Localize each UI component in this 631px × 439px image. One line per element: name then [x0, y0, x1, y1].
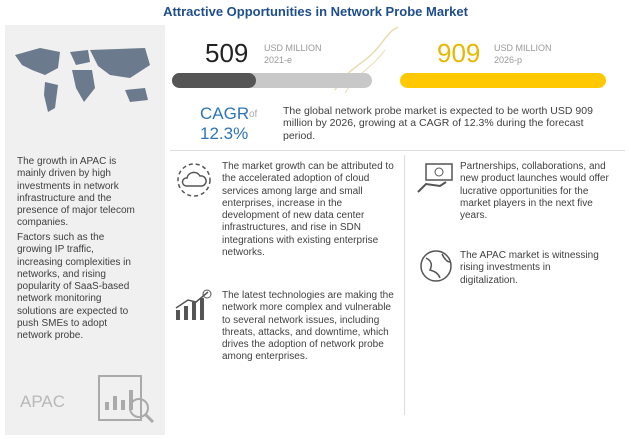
cloud-icon: [177, 163, 211, 197]
cagr-value: 12.3%: [200, 124, 249, 143]
metric-unit: USD MILLION: [494, 43, 552, 53]
insight-text: The market growth can be attributed to t…: [222, 161, 394, 259]
world-map: [15, 48, 150, 112]
divider: [170, 150, 625, 151]
insight-text: Partnerships, collaborations, and new pr…: [460, 161, 609, 222]
money-icon: [417, 163, 453, 193]
insight-text: The latest technologies are making the n…: [222, 290, 394, 363]
globe-icon: [420, 250, 452, 282]
analytics-icon: [98, 375, 155, 424]
summary: The global network probe market is expec…: [283, 105, 593, 142]
title: Attractive Opportunities in Network Prob…: [163, 4, 468, 19]
metric-value: 509: [205, 38, 249, 68]
metric-year: 2026-p: [494, 55, 523, 65]
sidebar-text: The growth in APAC is mainly driven by h…: [17, 156, 135, 229]
cagr-connector: of: [249, 109, 258, 120]
growth-icon: [175, 289, 212, 320]
divider: [404, 155, 405, 415]
metric-year: 2021-e: [264, 55, 293, 65]
metric-unit: USD MILLION: [264, 43, 322, 53]
region-label: APAC: [20, 392, 66, 411]
insight-text: The APAC market is witnessing rising inv…: [460, 250, 599, 286]
bar: [172, 73, 256, 88]
metric-value: 909: [437, 38, 481, 68]
sidebar-text: Factors such as the growing IP traffic, …: [17, 232, 131, 342]
bar: [400, 73, 606, 88]
cagr-label: CAGR: [200, 104, 250, 123]
